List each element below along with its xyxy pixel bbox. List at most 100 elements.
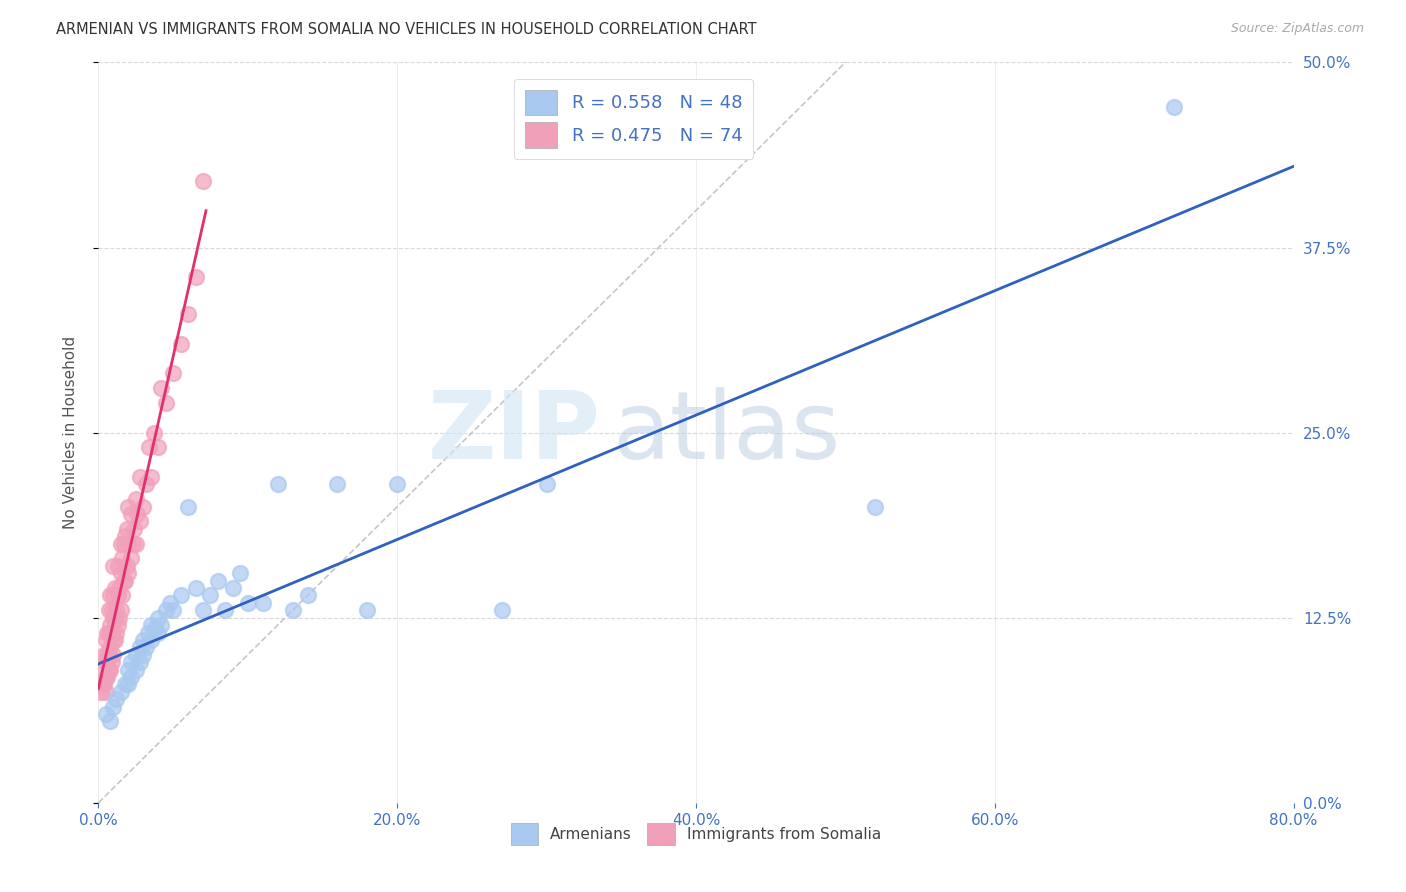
Point [125,648,148,662]
Point [177,500,200,514]
Point [125,492,148,507]
Point [129,655,152,669]
Legend: Armenians, Immigrants from Somalia: Armenians, Immigrants from Somalia [505,817,887,851]
Point [107,589,129,603]
Point [93,677,115,691]
Point [159,596,181,610]
Point [101,603,124,617]
Point [129,515,152,529]
Point [114,529,136,543]
Point [107,558,129,573]
Point [125,536,148,550]
Point [105,625,128,640]
Point [169,336,191,351]
Point [117,663,139,677]
Point [236,596,259,610]
Point [91,677,114,691]
Point [114,677,136,691]
Text: ARMENIAN VS IMMIGRANTS FROM SOMALIA NO VEHICLES IN HOUSEHOLD CORRELATION CHART: ARMENIAN VS IMMIGRANTS FROM SOMALIA NO V… [56,22,756,37]
Point [155,396,177,410]
Point [184,581,207,595]
Point [177,307,200,321]
Point [252,596,274,610]
Point [385,477,409,491]
Point [297,589,319,603]
Point [107,618,129,632]
Point [97,625,120,640]
Point [1163,100,1185,114]
Point [139,618,162,632]
Point [110,566,132,581]
Point [865,500,887,514]
Point [150,381,173,395]
Point [142,425,165,440]
Point [117,566,139,581]
Point [121,536,143,550]
Point [120,655,142,669]
Point [127,507,149,521]
Point [111,589,134,603]
Point [108,581,131,595]
Point [94,655,117,669]
Point [491,603,513,617]
Point [98,618,122,632]
Point [117,536,139,550]
Point [103,610,125,624]
Point [124,522,146,536]
Point [162,603,184,617]
Point [326,477,349,491]
Point [97,648,120,662]
Point [94,632,117,647]
Point [93,648,115,662]
Point [105,603,128,617]
Point [191,174,214,188]
Point [117,500,139,514]
Point [136,625,159,640]
Point [148,610,170,624]
Point [207,574,229,588]
Point [98,714,122,729]
Point [98,663,122,677]
Point [222,581,245,595]
Point [115,522,138,536]
Point [155,603,177,617]
Point [135,640,157,655]
Point [103,589,125,603]
Point [120,670,142,684]
Point [97,663,120,677]
Point [101,655,124,669]
Point [115,558,138,573]
Point [112,574,135,588]
Point [96,625,118,640]
Point [139,632,162,647]
Y-axis label: No Vehicles in Household: No Vehicles in Household [63,336,77,529]
Point [104,581,127,595]
Point [267,477,290,491]
Point [110,603,132,617]
Point [104,610,127,624]
Point [281,603,304,617]
Point [114,574,136,588]
Point [90,685,112,699]
Point [139,470,162,484]
Text: ZIP: ZIP [427,386,600,479]
Point [103,558,125,573]
Point [356,603,378,617]
Point [120,507,142,521]
Point [148,441,170,455]
Point [94,706,117,721]
Point [129,470,152,484]
Point [103,699,125,714]
Point [148,625,170,640]
Point [143,621,166,635]
Point [112,536,135,550]
Point [184,270,207,285]
Point [91,663,114,677]
Text: Source: ZipAtlas.com: Source: ZipAtlas.com [1230,22,1364,36]
Point [135,477,157,491]
Point [117,677,139,691]
Point [105,692,128,706]
Point [132,648,155,662]
Point [229,566,252,581]
Point [96,648,118,662]
